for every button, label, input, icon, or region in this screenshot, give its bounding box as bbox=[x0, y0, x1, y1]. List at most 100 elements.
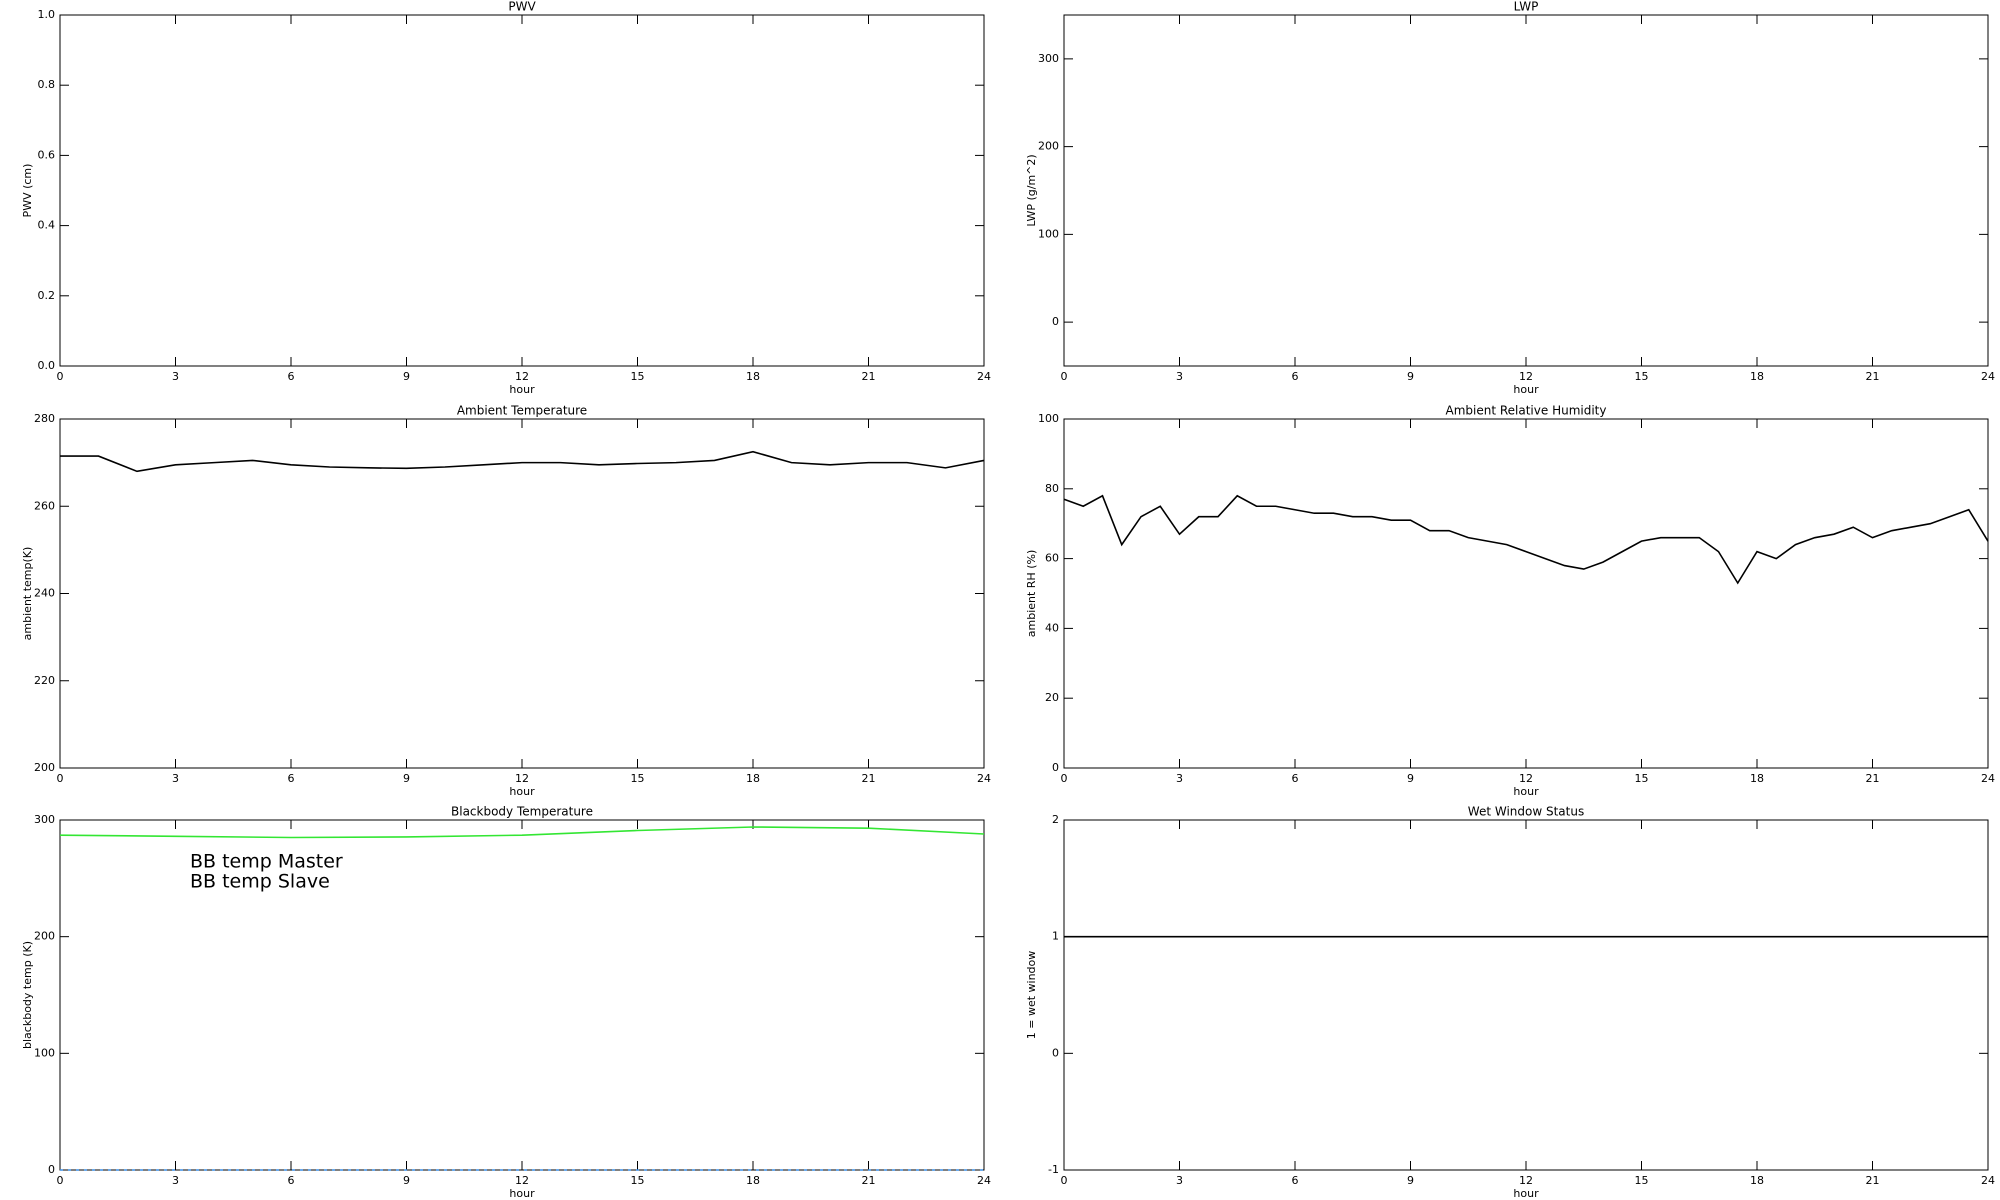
panel: Blackbody Temperature hour blackbody temp … bbox=[21, 805, 991, 1200]
x-tick-label: 24 bbox=[977, 1174, 991, 1187]
data-line bbox=[60, 450, 985, 473]
y-axis-label: blackbody temp (K) bbox=[21, 941, 34, 1049]
y-tick-label: 0.0 bbox=[38, 359, 56, 372]
y-tick-label: 0 bbox=[1052, 1046, 1059, 1059]
x-tick-label: 12 bbox=[515, 370, 529, 383]
x-tick-label: 0 bbox=[57, 370, 64, 383]
x-tick-label: 6 bbox=[1292, 370, 1299, 383]
y-tick-label: 40 bbox=[1045, 621, 1059, 634]
x-tick-label: 6 bbox=[288, 1174, 295, 1187]
x-tick-label: 9 bbox=[403, 370, 410, 383]
panel: Wet Window Status hour 1 = wet window 0 3 6 9 1… bbox=[1025, 805, 1995, 1200]
x-tick-label: 6 bbox=[288, 370, 295, 383]
data-line bbox=[59, 826, 985, 839]
x-tick-label: 3 bbox=[1176, 772, 1183, 785]
x-tick-label: 18 bbox=[746, 772, 760, 785]
x-tick-label: 12 bbox=[1519, 370, 1533, 383]
y-tick-label: 1.0 bbox=[38, 8, 56, 21]
x-tick-label: 18 bbox=[1750, 772, 1764, 785]
y-tick-label: 0.2 bbox=[38, 289, 56, 302]
x-tick-label: 15 bbox=[1635, 772, 1649, 785]
x-tick-label: 6 bbox=[1292, 1174, 1299, 1187]
y-tick-label: 100 bbox=[34, 1046, 55, 1059]
plot-frame bbox=[1063, 819, 1989, 1171]
x-tick-label: 6 bbox=[288, 772, 295, 785]
y-tick-label: 0 bbox=[48, 1163, 55, 1176]
x-tick-label: 9 bbox=[1407, 772, 1414, 785]
x-tick-label: 3 bbox=[172, 370, 179, 383]
y-tick-label: 200 bbox=[1038, 140, 1059, 153]
y-tick-label: -1 bbox=[1048, 1163, 1059, 1176]
y-tick-label: 0.4 bbox=[38, 219, 56, 232]
x-tick-label: 9 bbox=[403, 1174, 410, 1187]
legend-entry: BB temp Slave bbox=[190, 871, 330, 893]
x-tick-label: 21 bbox=[862, 772, 876, 785]
x-tick-label: 3 bbox=[172, 1174, 179, 1187]
y-tick-label: 300 bbox=[1038, 52, 1059, 65]
y-axis-label: 1 = wet window bbox=[1025, 951, 1038, 1040]
panel: Ambient Relative Humidity hour ambient RH … bbox=[1025, 404, 1995, 799]
x-tick-label: 12 bbox=[1519, 1174, 1533, 1187]
x-tick-label: 18 bbox=[1750, 1174, 1764, 1187]
x-tick-label: 18 bbox=[1750, 370, 1764, 383]
y-tick-label: 100 bbox=[1038, 227, 1059, 240]
x-tick-label: 9 bbox=[1407, 1174, 1414, 1187]
chart-title: PWV bbox=[508, 0, 536, 14]
y-axis-label: ambient temp(K) bbox=[21, 547, 34, 641]
x-tick-label: 9 bbox=[403, 772, 410, 785]
y-tick-label: 240 bbox=[34, 587, 55, 600]
y-tick-label: 200 bbox=[34, 930, 55, 943]
plot-frame bbox=[1063, 14, 1989, 367]
y-tick-label: 20 bbox=[1045, 691, 1059, 704]
x-tick-label: 3 bbox=[1176, 370, 1183, 383]
chart-title: LWP bbox=[1514, 0, 1539, 14]
x-tick-label: 18 bbox=[746, 370, 760, 383]
y-tick-label: 0.6 bbox=[38, 148, 56, 161]
x-tick-label: 21 bbox=[1866, 370, 1880, 383]
x-axis-label: hour bbox=[509, 383, 535, 396]
x-axis-label: hour bbox=[1513, 1187, 1539, 1200]
y-tick-label: 80 bbox=[1045, 482, 1059, 495]
x-tick-label: 24 bbox=[1981, 370, 1995, 383]
plot-frame bbox=[59, 418, 985, 769]
x-tick-label: 0 bbox=[1061, 370, 1068, 383]
plot-frame bbox=[59, 14, 985, 367]
y-tick-label: 0.8 bbox=[38, 78, 56, 91]
x-tick-label: 3 bbox=[1176, 1174, 1183, 1187]
y-axis-label: ambient RH (%) bbox=[1025, 550, 1038, 638]
x-axis-label: hour bbox=[509, 1187, 535, 1200]
x-tick-label: 0 bbox=[1061, 772, 1068, 785]
chart-title: Ambient Temperature bbox=[457, 404, 587, 418]
y-tick-label: 280 bbox=[34, 412, 55, 425]
x-tick-label: 12 bbox=[515, 772, 529, 785]
x-tick-label: 21 bbox=[862, 370, 876, 383]
plot-frame bbox=[1063, 418, 1989, 769]
x-axis-label: hour bbox=[509, 785, 535, 798]
x-tick-label: 18 bbox=[746, 1174, 760, 1187]
x-tick-label: 21 bbox=[1866, 1174, 1880, 1187]
x-tick-label: 9 bbox=[1407, 370, 1414, 383]
x-tick-label: 24 bbox=[1981, 772, 1995, 785]
x-tick-label: 15 bbox=[631, 1174, 645, 1187]
x-axis-label: hour bbox=[1513, 785, 1539, 798]
chart-title: Ambient Relative Humidity bbox=[1446, 404, 1607, 418]
x-tick-label: 6 bbox=[1292, 772, 1299, 785]
x-tick-label: 24 bbox=[977, 772, 991, 785]
x-tick-label: 15 bbox=[631, 370, 645, 383]
panel: PWV hour PWV (cm) 0 3 6 9 12 15 18 21 24 0.0 0.2 0.4 0.… bbox=[21, 0, 991, 396]
x-tick-label: 15 bbox=[1635, 370, 1649, 383]
x-tick-label: 24 bbox=[1981, 1174, 1995, 1187]
y-tick-label: 300 bbox=[34, 813, 55, 826]
x-axis-label: hour bbox=[1513, 383, 1539, 396]
x-tick-label: 21 bbox=[1866, 772, 1880, 785]
x-tick-label: 12 bbox=[515, 1174, 529, 1187]
x-tick-label: 0 bbox=[57, 1174, 64, 1187]
y-tick-label: 1 bbox=[1052, 930, 1059, 943]
x-tick-label: 24 bbox=[977, 370, 991, 383]
chart-title: Blackbody Temperature bbox=[451, 805, 593, 819]
y-axis-label: LWP (g/m^2) bbox=[1025, 154, 1038, 226]
y-tick-label: 2 bbox=[1052, 813, 1059, 826]
y-tick-label: 200 bbox=[34, 761, 55, 774]
x-tick-label: 0 bbox=[1061, 1174, 1068, 1187]
